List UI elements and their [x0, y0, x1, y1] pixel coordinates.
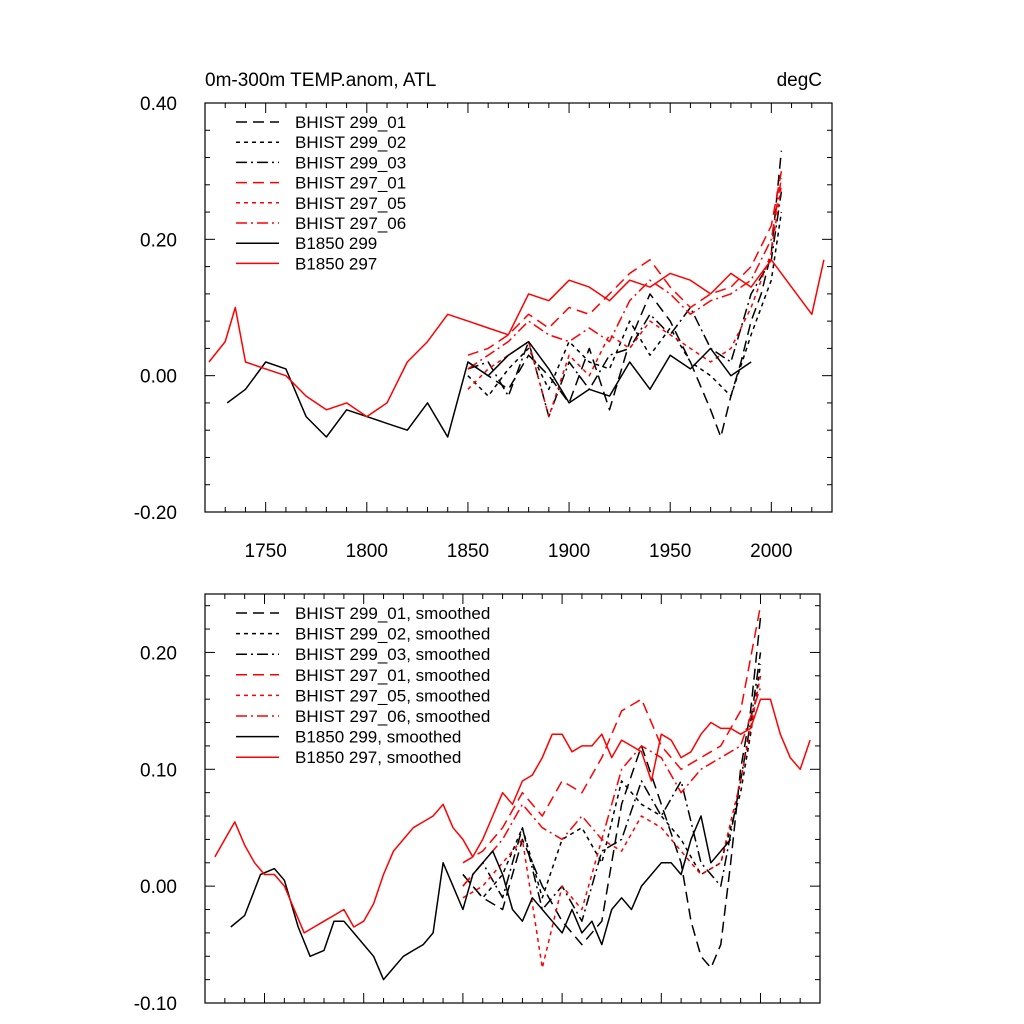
series-line-5 [462, 687, 762, 887]
y-tick-label: 0.20 [140, 643, 177, 664]
series-group [214, 605, 811, 981]
legend-label: BHIST 297_05 [295, 194, 406, 213]
series-line-0 [462, 617, 762, 969]
legend-label: BHIST 297_06, smoothed [295, 707, 490, 726]
y-tick-label: 0.00 [140, 877, 177, 898]
x-tick-label: 1750 [245, 541, 287, 562]
series-line-6 [230, 815, 732, 981]
y-tick-label: 0.10 [140, 760, 177, 781]
series-line-1 [462, 663, 762, 899]
legend: BHIST 299_01, smoothed BHIST 299_02, smoo… [236, 604, 490, 767]
series-line-5 [467, 177, 783, 370]
plot-frame [204, 593, 821, 1004]
y-axis: -0.20 0.00 0.20 0.40 [134, 94, 832, 524]
x-tick-label: 1800 [346, 541, 388, 562]
series-line-7 [214, 698, 811, 934]
y-axis: -0.10 0.00 0.10 0.20 [134, 605, 820, 1015]
x-tick-label: 1900 [548, 541, 590, 562]
series-line-3 [462, 605, 762, 864]
series-group [208, 150, 825, 438]
x-tick-label: 1950 [649, 541, 691, 562]
legend-label: B1850 297 [295, 254, 377, 273]
series-line-6 [226, 340, 752, 438]
legend-label: BHIST 297_01 [295, 174, 406, 193]
series-line-2 [467, 191, 783, 418]
x-axis: 1750 1800 1850 1900 1950 2000 [204, 103, 833, 562]
series-line-0 [467, 150, 783, 438]
y-tick-label: 0.40 [140, 94, 177, 115]
series-line-7 [208, 259, 825, 418]
series-line-4 [467, 184, 783, 418]
legend-label: B1850 299 [295, 234, 377, 253]
y-tick-label: 0.20 [140, 230, 177, 251]
plot-frame [204, 102, 833, 513]
legend-label: BHIST 299_01 [295, 113, 406, 132]
legend-label: BHIST 299_03 [295, 153, 406, 172]
series-line-2 [462, 652, 762, 922]
legend-label: BHIST 297_06 [295, 214, 406, 233]
legend-label: BHIST 297_01, smoothed [295, 666, 490, 685]
x-tick-label: 1850 [447, 541, 489, 562]
legend-label: BHIST 299_01, smoothed [295, 604, 490, 623]
legend-label: B1850 299, smoothed [295, 728, 461, 747]
legend-label: BHIST 299_03, smoothed [295, 645, 490, 664]
series-line-4 [462, 675, 762, 969]
legend-label: BHIST 299_02 [295, 133, 406, 152]
series-line-1 [467, 211, 783, 397]
legend-label: BHIST 299_02, smoothed [295, 625, 490, 644]
units-label: degC [777, 70, 822, 91]
y-tick-label: -0.10 [134, 994, 177, 1015]
chart-top-temperature-anomaly: 0m-300m TEMP.anom, ATL degC -0.20 0.00 0.2… [134, 70, 833, 562]
x-axis [204, 594, 821, 1003]
series-line-3 [467, 171, 783, 356]
x-tick-label: 2000 [750, 541, 792, 562]
legend-label: BHIST 297_05, smoothed [295, 686, 490, 705]
y-tick-label: 0.00 [140, 367, 177, 388]
y-tick-label: -0.20 [134, 503, 177, 524]
legend-label: B1850 297, smoothed [295, 748, 461, 767]
chart-title: 0m-300m TEMP.anom, ATL [205, 70, 436, 91]
